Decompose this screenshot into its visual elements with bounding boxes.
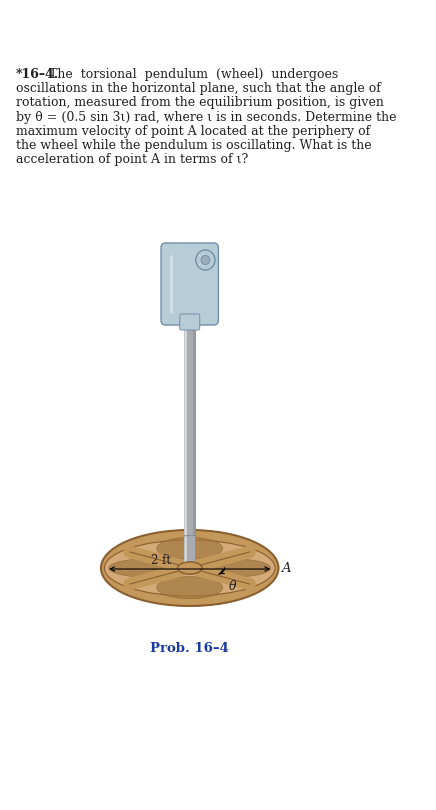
FancyBboxPatch shape xyxy=(161,243,218,325)
Text: maximum velocity of point A located at the periphery of: maximum velocity of point A located at t… xyxy=(16,125,370,138)
Text: θ: θ xyxy=(229,580,236,593)
Text: by θ = (0.5 sin 3ι) rad, where ι is in seconds. Determine the: by θ = (0.5 sin 3ι) rad, where ι is in s… xyxy=(16,111,396,124)
Text: *16–4.: *16–4. xyxy=(16,68,59,81)
Text: The  torsional  pendulum  (wheel)  undergoes: The torsional pendulum (wheel) undergoes xyxy=(49,68,338,81)
Ellipse shape xyxy=(198,559,271,577)
Polygon shape xyxy=(184,535,195,572)
Ellipse shape xyxy=(157,537,223,560)
Ellipse shape xyxy=(196,250,215,270)
Ellipse shape xyxy=(177,562,202,574)
Ellipse shape xyxy=(201,255,210,265)
Text: oscillations in the horizontal plane, such that the angle of: oscillations in the horizontal plane, su… xyxy=(16,82,381,96)
Text: A: A xyxy=(281,562,291,575)
Ellipse shape xyxy=(105,540,275,596)
Ellipse shape xyxy=(101,530,279,606)
Text: rotation, measured from the equilibrium position, is given: rotation, measured from the equilibrium … xyxy=(16,96,384,109)
Text: Prob. 16–4: Prob. 16–4 xyxy=(150,642,229,655)
Polygon shape xyxy=(184,305,195,545)
Text: acceleration of point A in terms of ι?: acceleration of point A in terms of ι? xyxy=(16,153,248,166)
Text: 2 ft: 2 ft xyxy=(151,554,171,567)
Ellipse shape xyxy=(157,577,223,599)
FancyBboxPatch shape xyxy=(180,314,200,330)
Ellipse shape xyxy=(109,559,182,577)
Text: the wheel while the pendulum is oscillating. What is the: the wheel while the pendulum is oscillat… xyxy=(16,139,371,152)
Ellipse shape xyxy=(177,562,202,574)
